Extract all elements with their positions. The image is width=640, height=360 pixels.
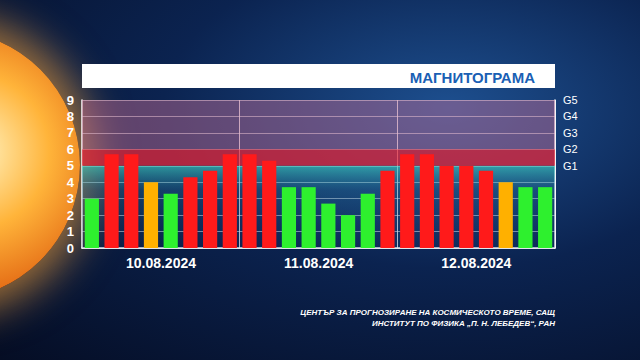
svg-text:МАГНИТОГРАМА: МАГНИТОГРАМА (410, 69, 535, 86)
svg-text:2: 2 (67, 208, 74, 223)
svg-text:12.08.2024: 12.08.2024 (441, 255, 511, 271)
svg-text:8: 8 (67, 109, 74, 124)
svg-text:3: 3 (67, 191, 74, 206)
svg-text:1: 1 (67, 224, 74, 239)
svg-text:ЦЕНТЪР ЗА ПРОГНОЗИРАНЕ НА КОСМ: ЦЕНТЪР ЗА ПРОГНОЗИРАНЕ НА КОСМИЧЕСКОТО В… (300, 308, 555, 317)
svg-text:G5: G5 (563, 94, 578, 106)
svg-text:G1: G1 (563, 160, 578, 172)
svg-text:5: 5 (67, 158, 74, 173)
svg-text:G2: G2 (563, 143, 578, 155)
svg-text:6: 6 (67, 142, 74, 157)
svg-text:11.08.2024: 11.08.2024 (284, 255, 354, 271)
svg-text:4: 4 (67, 175, 75, 190)
svg-text:9: 9 (67, 93, 74, 108)
svg-text:G4: G4 (563, 110, 578, 122)
svg-text:G3: G3 (563, 127, 578, 139)
svg-text:10.08.2024: 10.08.2024 (126, 255, 196, 271)
svg-text:ИНСТИТУТ ПО ФИЗИКА „П. Н. ЛЕБЕ: ИНСТИТУТ ПО ФИЗИКА „П. Н. ЛЕБЕДЕВ“, РАН (372, 319, 555, 328)
svg-text:7: 7 (67, 125, 74, 140)
svg-text:0: 0 (67, 241, 74, 256)
